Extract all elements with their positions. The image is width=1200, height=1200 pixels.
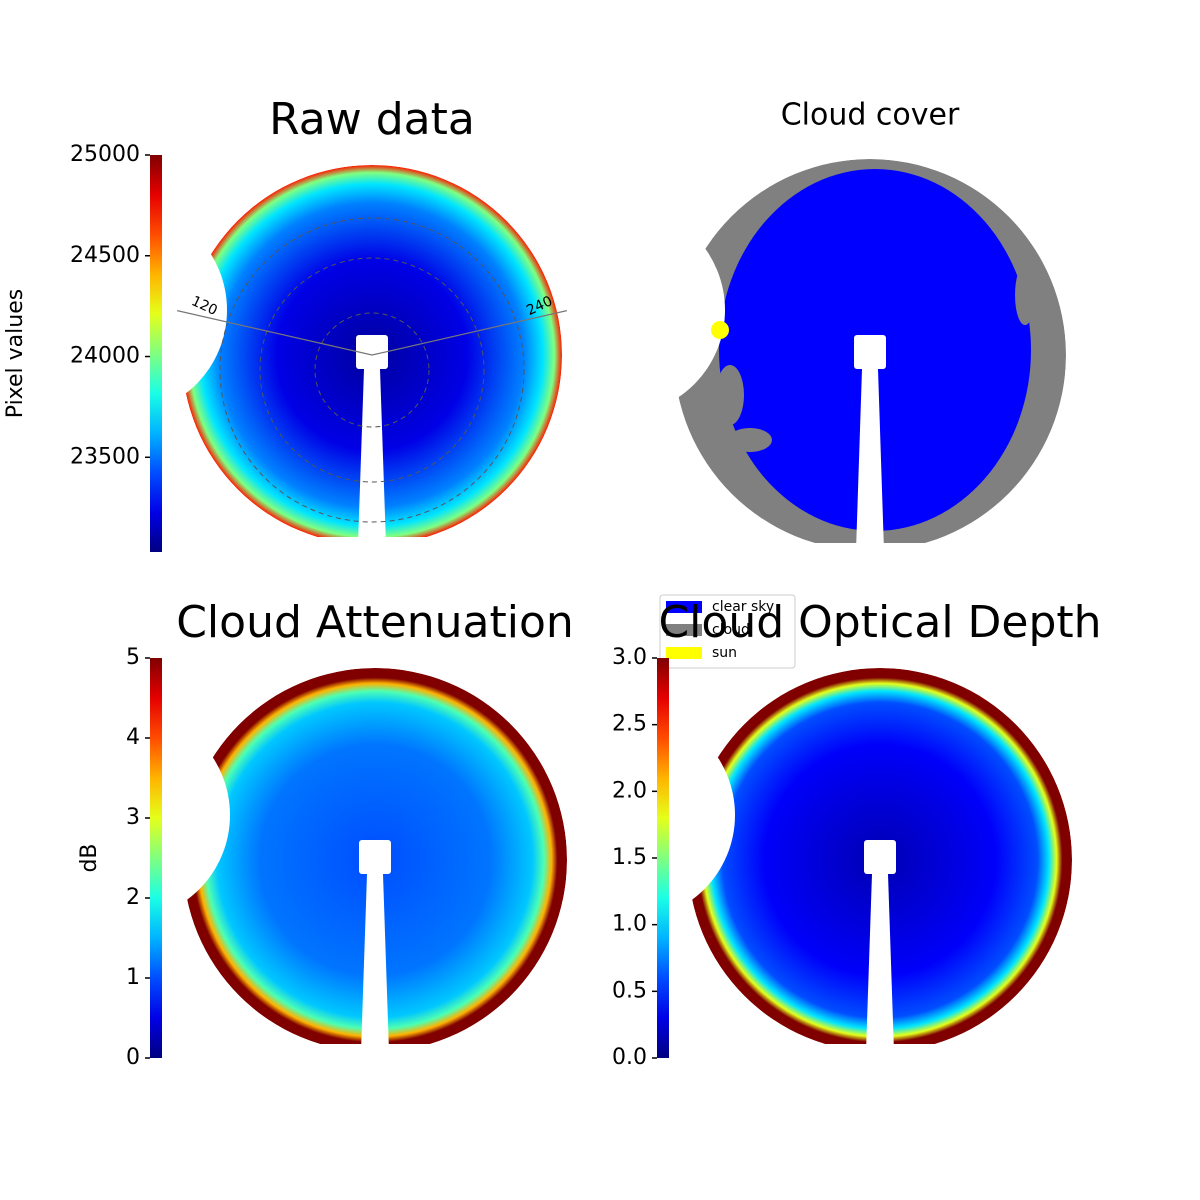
polar-spoke — [371, 310, 567, 356]
colorbar-tick-label: 2.0 — [612, 778, 647, 803]
colorbar-tick-label: 23500 — [70, 444, 140, 469]
colorbar-tick-label: 3.0 — [612, 645, 647, 670]
colorbar-tick-label: 4 — [126, 725, 140, 750]
colorbar-tick-label: 24500 — [70, 243, 140, 268]
sun-marker — [711, 321, 729, 339]
polar-spoke — [177, 310, 373, 356]
colorbar-tick-label: 1.5 — [612, 845, 647, 870]
colorbar-label: Pixel values — [3, 289, 28, 418]
legend-swatch — [666, 624, 702, 636]
panel-title: Cloud cover — [781, 98, 960, 133]
legend-label: cloud — [712, 622, 750, 638]
sky-image — [674, 159, 1066, 551]
camera-arm — [864, 840, 896, 874]
cloud-patch — [716, 365, 744, 425]
camera-arm — [866, 874, 894, 1052]
polar-grid — [219, 217, 525, 523]
camera-arm — [361, 874, 389, 1052]
polar-ring — [259, 257, 485, 483]
colorbar-tick-label: 25000 — [70, 142, 140, 167]
panel-title: Raw data — [269, 94, 475, 145]
legend-label: sun — [712, 645, 737, 661]
colorbar-tick-label: 0.0 — [612, 1045, 647, 1070]
polar-ring — [219, 217, 525, 523]
colorbar-tick-label: 2 — [126, 885, 140, 910]
colorbar-tick-label: 24000 — [70, 344, 140, 369]
legend-swatch — [666, 647, 702, 659]
sky-image — [183, 668, 567, 1052]
cloud-patch — [728, 428, 772, 452]
colorbar-tick-label: 5 — [126, 645, 140, 670]
camera-arm — [856, 369, 884, 551]
camera-arm — [358, 369, 386, 545]
colorbar — [657, 658, 669, 1058]
polar-ring — [314, 312, 430, 428]
legend-swatch — [666, 601, 702, 613]
colorbar-tick-label: 1.0 — [612, 912, 647, 937]
camera-arm — [359, 840, 391, 874]
panel-title: Cloud Optical Depth — [658, 597, 1101, 648]
colorbar — [150, 658, 162, 1058]
camera-arm — [356, 335, 388, 369]
colorbar-tick-label: 2.5 — [612, 712, 647, 737]
colorbar-tick-label: 0.5 — [612, 978, 647, 1003]
sky-image — [688, 668, 1072, 1052]
colorbar-tick-label: 3 — [126, 805, 140, 830]
colorbar — [150, 155, 162, 552]
colorbar-tick-label: 1 — [126, 965, 140, 990]
panel-title: Cloud Attenuation — [176, 597, 574, 648]
colorbar-tick-label: 0 — [126, 1045, 140, 1070]
cloud-patch — [1015, 265, 1035, 325]
legend-label: clear sky — [712, 599, 774, 615]
colorbar-label: dB — [77, 843, 102, 872]
camera-arm — [854, 335, 886, 369]
